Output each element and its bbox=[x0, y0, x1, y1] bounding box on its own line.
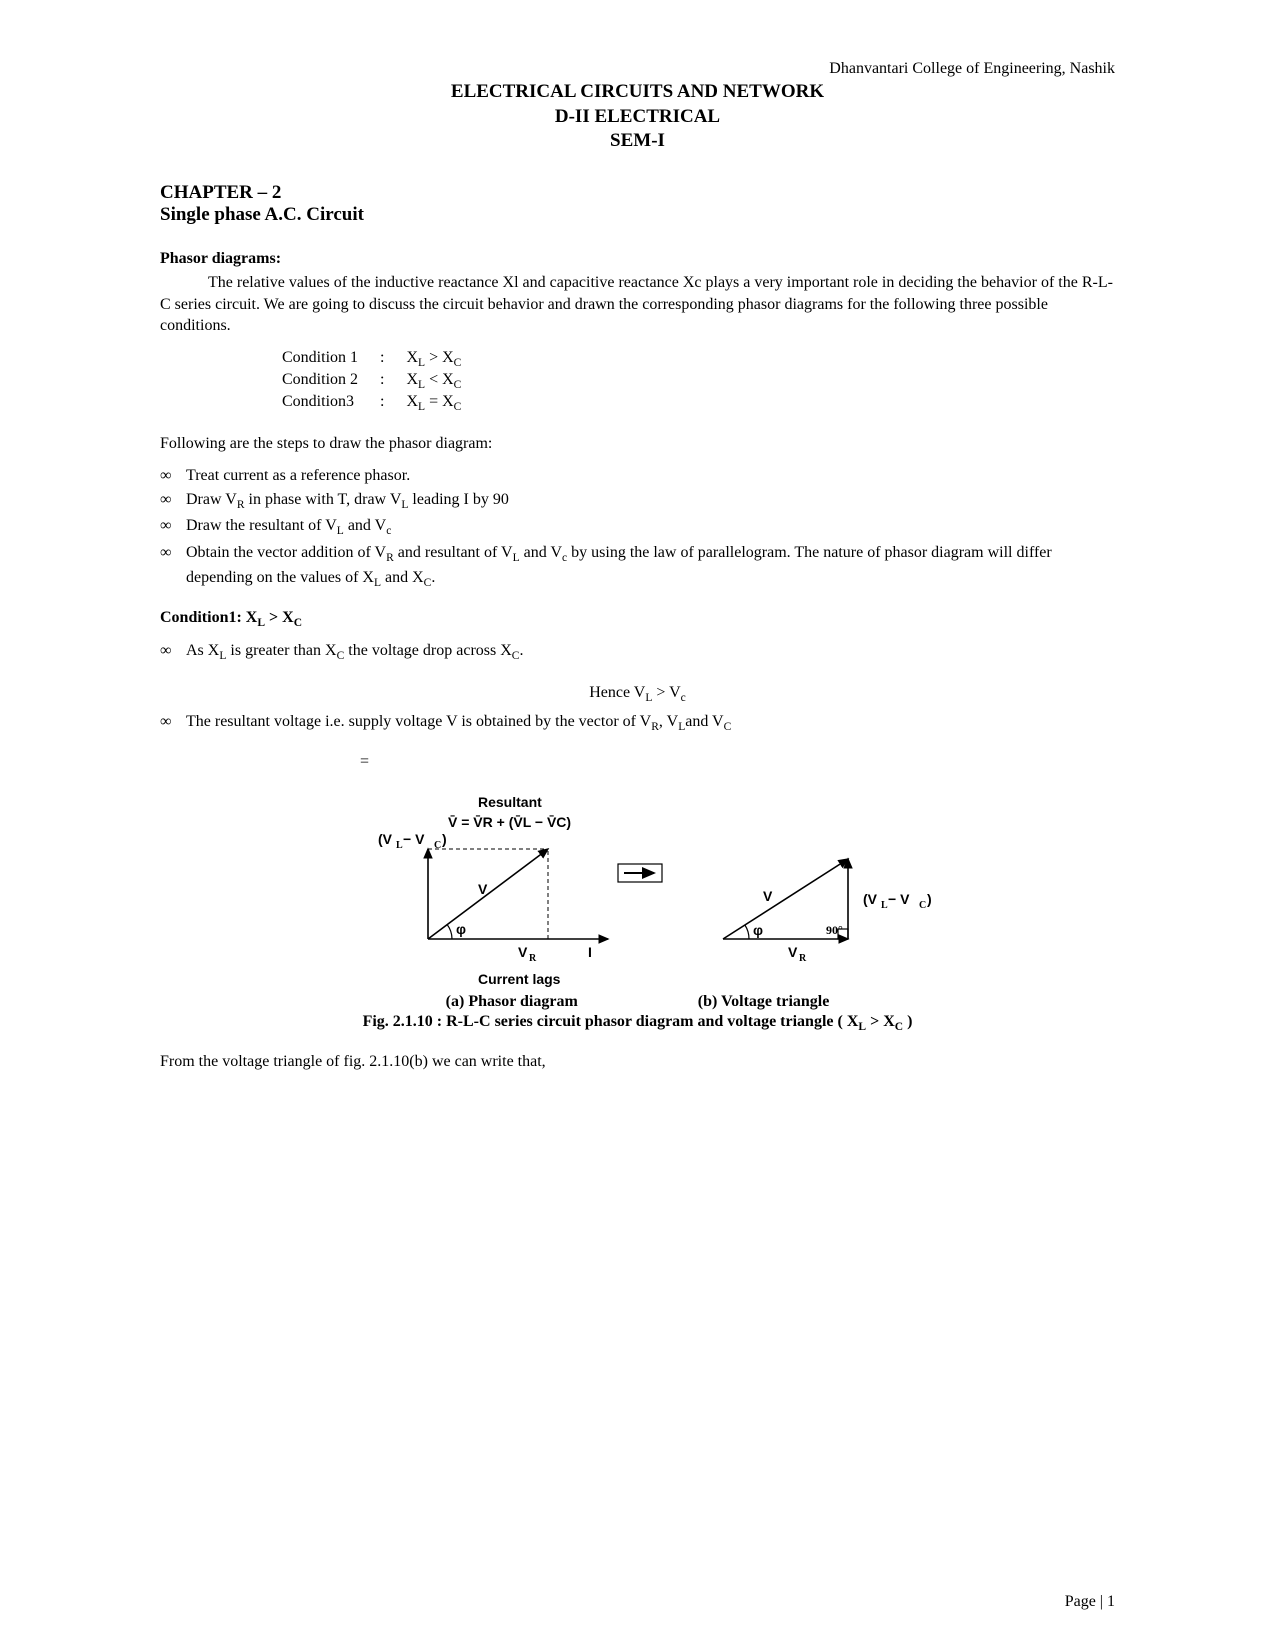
svg-text:− V: − V bbox=[888, 891, 910, 907]
svg-text:I: I bbox=[588, 944, 592, 960]
svg-text:): ) bbox=[927, 891, 932, 907]
table-row: Condition 1 : XL > XC bbox=[282, 349, 481, 369]
phasor-svg: ResultantV̄ = V̄R + (V̄L − V̄C)(VL − VC)… bbox=[328, 789, 948, 989]
section-heading: Phasor diagrams: bbox=[160, 250, 1115, 268]
cond-sep: : bbox=[380, 349, 404, 369]
doc-title-2: D-II ELECTRICAL bbox=[160, 105, 1115, 130]
svg-text:V̄ = V̄R + (V̄L − V̄C): V̄ = V̄R + (V̄L − V̄C) bbox=[448, 814, 571, 831]
list-item: Draw VR in phase with T, draw VL leading… bbox=[160, 489, 1115, 514]
list-item: Draw the resultant of VL and Vc bbox=[160, 515, 1115, 540]
svg-text:V: V bbox=[763, 888, 773, 904]
hence-line: Hence VL > Vc bbox=[160, 684, 1115, 704]
svg-text:Resultant: Resultant bbox=[478, 794, 542, 810]
cond-relation: XL > XC bbox=[406, 349, 481, 369]
condition1-list-2: The resultant voltage i.e. supply voltag… bbox=[160, 711, 1115, 736]
table-row: Condition 2 : XL < XC bbox=[282, 371, 481, 391]
intro-paragraph: The relative values of the inductive rea… bbox=[160, 272, 1115, 337]
phasor-figure: ResultantV̄ = V̄R + (V̄L − V̄C)(VL − VC)… bbox=[160, 789, 1115, 989]
chapter-number: CHAPTER – 2 bbox=[160, 182, 1115, 204]
list-item: The resultant voltage i.e. supply voltag… bbox=[160, 711, 1115, 736]
conditions-table: Condition 1 : XL > XC Condition 2 : XL <… bbox=[280, 347, 483, 416]
list-item: Obtain the vector addition of VR and res… bbox=[160, 542, 1115, 591]
doc-title-3: SEM-I bbox=[160, 129, 1115, 154]
svg-text:90°: 90° bbox=[826, 923, 843, 937]
condition1-list: As XL is greater than XC the voltage dro… bbox=[160, 640, 1115, 665]
svg-text:Current lags: Current lags bbox=[478, 971, 561, 987]
svg-text:): ) bbox=[442, 831, 447, 847]
list-item: As XL is greater than XC the voltage dro… bbox=[160, 640, 1115, 665]
condition1-heading: Condition1: XL > XC bbox=[160, 609, 1115, 629]
figure-caption: Fig. 2.1.10 : R-L-C series circuit phaso… bbox=[160, 1013, 1115, 1033]
svg-text:L: L bbox=[881, 900, 888, 911]
equals-symbol: = bbox=[360, 753, 1115, 771]
svg-text:φ: φ bbox=[753, 922, 763, 938]
cond-label: Condition 2 bbox=[282, 371, 378, 391]
page-number: Page | 1 bbox=[1065, 1593, 1115, 1611]
doc-title-1: ELECTRICAL CIRCUITS AND NETWORK bbox=[160, 80, 1115, 105]
svg-text:R: R bbox=[799, 953, 807, 964]
svg-text:L: L bbox=[396, 840, 403, 851]
list-item: Treat current as a reference phasor. bbox=[160, 465, 1115, 487]
svg-text:C: C bbox=[919, 900, 926, 911]
svg-text:C: C bbox=[434, 840, 441, 851]
svg-text:R: R bbox=[529, 953, 537, 964]
subcaption-a: (a) Phasor diagram bbox=[446, 993, 578, 1011]
steps-intro: Following are the steps to draw the phas… bbox=[160, 433, 1115, 455]
svg-text:V: V bbox=[478, 881, 488, 897]
cond-relation: XL = XC bbox=[406, 393, 481, 413]
cond-label: Condition 1 bbox=[282, 349, 378, 369]
cond-sep: : bbox=[380, 371, 404, 391]
svg-text:(V: (V bbox=[378, 831, 393, 847]
cond-relation: XL < XC bbox=[406, 371, 481, 391]
svg-text:V: V bbox=[788, 944, 798, 960]
subcaption-row: (a) Phasor diagram (b) Voltage triangle bbox=[160, 993, 1115, 1011]
cond-sep: : bbox=[380, 393, 404, 413]
table-row: Condition3 : XL = XC bbox=[282, 393, 481, 413]
svg-text:φ: φ bbox=[456, 921, 466, 937]
svg-text:(V: (V bbox=[863, 891, 878, 907]
svg-text:V: V bbox=[518, 944, 528, 960]
svg-text:− V: − V bbox=[403, 831, 425, 847]
chapter-name: Single phase A.C. Circuit bbox=[160, 204, 1115, 226]
cond-label: Condition3 bbox=[282, 393, 378, 413]
closing-paragraph: From the voltage triangle of fig. 2.1.10… bbox=[160, 1051, 1115, 1073]
steps-list: Treat current as a reference phasor. Dra… bbox=[160, 465, 1115, 591]
subcaption-b: (b) Voltage triangle bbox=[698, 993, 830, 1011]
institution-text: Dhanvantari College of Engineering, Nash… bbox=[160, 60, 1115, 78]
